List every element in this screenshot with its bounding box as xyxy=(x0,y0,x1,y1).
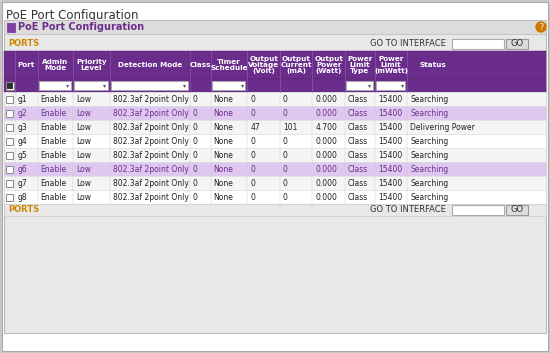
Text: 802.3af 2point Only: 802.3af 2point Only xyxy=(113,164,189,174)
Text: Current: Current xyxy=(280,62,312,68)
Text: 15400: 15400 xyxy=(378,122,402,132)
Text: ▾: ▾ xyxy=(103,83,106,88)
Text: 0: 0 xyxy=(283,164,288,174)
Text: 0.000: 0.000 xyxy=(315,95,337,103)
Text: 0: 0 xyxy=(250,108,255,118)
Text: Enable: Enable xyxy=(41,192,67,202)
FancyBboxPatch shape xyxy=(6,152,13,159)
Text: g7: g7 xyxy=(18,179,28,187)
Text: 0: 0 xyxy=(193,137,198,145)
FancyBboxPatch shape xyxy=(6,82,14,90)
FancyBboxPatch shape xyxy=(4,106,546,120)
Text: 0: 0 xyxy=(250,192,255,202)
Text: 15400: 15400 xyxy=(378,137,402,145)
Text: GO: GO xyxy=(510,40,524,48)
Text: Searching: Searching xyxy=(410,192,448,202)
Text: 47: 47 xyxy=(250,122,260,132)
Text: Port: Port xyxy=(18,62,35,68)
Text: ▾: ▾ xyxy=(401,83,404,88)
Text: 0: 0 xyxy=(250,137,255,145)
Text: Limit: Limit xyxy=(381,62,402,68)
FancyBboxPatch shape xyxy=(6,166,13,173)
FancyBboxPatch shape xyxy=(4,120,546,134)
FancyBboxPatch shape xyxy=(6,96,13,103)
Text: g4: g4 xyxy=(18,137,28,145)
Text: Enable: Enable xyxy=(41,150,67,160)
Text: 0: 0 xyxy=(193,179,198,187)
Text: 802.3af 2point Only: 802.3af 2point Only xyxy=(113,95,189,103)
FancyBboxPatch shape xyxy=(4,190,546,204)
Text: Searching: Searching xyxy=(410,137,448,145)
FancyBboxPatch shape xyxy=(4,134,546,148)
FancyBboxPatch shape xyxy=(39,81,71,90)
Text: Enable: Enable xyxy=(41,108,67,118)
Text: 15400: 15400 xyxy=(378,179,402,187)
Text: Output: Output xyxy=(282,56,311,62)
Text: 0: 0 xyxy=(193,122,198,132)
FancyBboxPatch shape xyxy=(452,205,504,215)
FancyBboxPatch shape xyxy=(4,51,546,79)
Text: 15400: 15400 xyxy=(378,150,402,160)
FancyBboxPatch shape xyxy=(4,176,546,190)
Text: g8: g8 xyxy=(18,192,28,202)
Text: Low: Low xyxy=(76,192,91,202)
Text: (mWatt): (mWatt) xyxy=(374,68,408,74)
Text: None: None xyxy=(213,95,233,103)
Text: (Watt): (Watt) xyxy=(316,68,342,74)
Text: Low: Low xyxy=(76,179,91,187)
Text: 0: 0 xyxy=(193,164,198,174)
FancyBboxPatch shape xyxy=(4,20,546,333)
FancyBboxPatch shape xyxy=(74,81,108,90)
Text: Class: Class xyxy=(348,192,368,202)
FancyBboxPatch shape xyxy=(4,162,546,176)
Text: ▾: ▾ xyxy=(66,83,69,88)
Text: None: None xyxy=(213,137,233,145)
Text: 0.000: 0.000 xyxy=(315,137,337,145)
Text: 0: 0 xyxy=(250,95,255,103)
Text: GO TO INTERFACE: GO TO INTERFACE xyxy=(370,40,446,48)
Text: 802.3af 2point Only: 802.3af 2point Only xyxy=(113,108,189,118)
FancyBboxPatch shape xyxy=(7,23,15,32)
Text: Class: Class xyxy=(189,62,211,68)
FancyBboxPatch shape xyxy=(376,81,405,90)
Text: None: None xyxy=(213,122,233,132)
Text: 0.000: 0.000 xyxy=(315,192,337,202)
FancyBboxPatch shape xyxy=(506,205,528,215)
FancyBboxPatch shape xyxy=(212,81,245,90)
Text: Limit: Limit xyxy=(349,62,370,68)
Text: Low: Low xyxy=(76,95,91,103)
Text: g6: g6 xyxy=(18,164,28,174)
Text: (Volt): (Volt) xyxy=(252,68,275,74)
Text: Class: Class xyxy=(348,122,368,132)
Text: GO: GO xyxy=(510,205,524,215)
FancyBboxPatch shape xyxy=(6,124,13,131)
Text: PoE Port Configuration: PoE Port Configuration xyxy=(18,22,144,32)
Text: Searching: Searching xyxy=(410,108,448,118)
Text: PORTS: PORTS xyxy=(8,40,39,48)
Text: Searching: Searching xyxy=(410,179,448,187)
Text: None: None xyxy=(213,179,233,187)
Text: Output: Output xyxy=(249,56,278,62)
Text: Enable: Enable xyxy=(41,122,67,132)
FancyBboxPatch shape xyxy=(4,148,546,162)
Text: 0: 0 xyxy=(283,137,288,145)
Text: Detection Mode: Detection Mode xyxy=(118,62,182,68)
FancyBboxPatch shape xyxy=(111,81,188,90)
Text: (mA): (mA) xyxy=(286,68,306,74)
Text: Status: Status xyxy=(420,62,447,68)
Text: g1: g1 xyxy=(18,95,28,103)
Text: Class: Class xyxy=(348,150,368,160)
Text: ?: ? xyxy=(539,23,543,31)
Text: Class: Class xyxy=(348,137,368,145)
Text: None: None xyxy=(213,150,233,160)
Text: g3: g3 xyxy=(18,122,28,132)
Text: Power: Power xyxy=(316,62,342,68)
Text: 0: 0 xyxy=(193,150,198,160)
Text: 0: 0 xyxy=(283,192,288,202)
FancyBboxPatch shape xyxy=(6,138,13,145)
Text: None: None xyxy=(213,164,233,174)
Text: Enable: Enable xyxy=(41,137,67,145)
Text: Low: Low xyxy=(76,150,91,160)
Text: PORTS: PORTS xyxy=(8,205,39,215)
